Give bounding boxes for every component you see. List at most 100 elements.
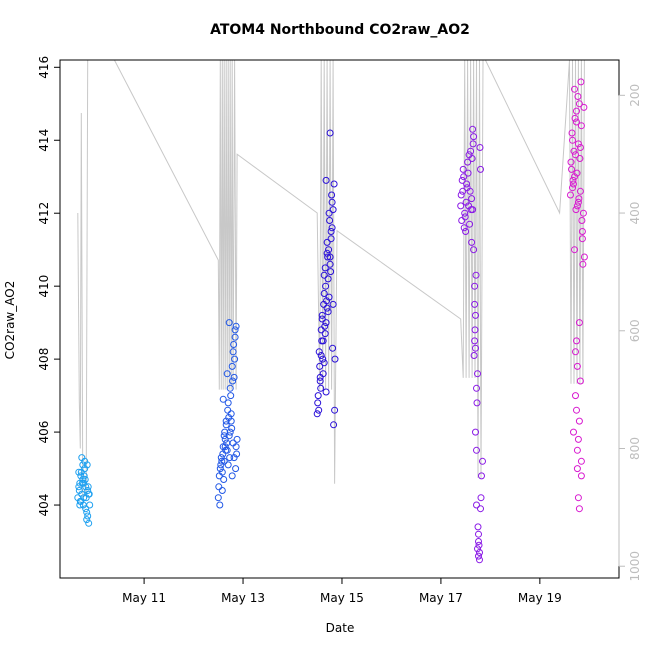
data-point (471, 300, 479, 308)
data-point (315, 348, 323, 356)
data-point (86, 501, 94, 509)
data-point (572, 151, 579, 159)
data-point (219, 395, 227, 403)
data-point (78, 454, 86, 462)
data-point (472, 428, 479, 436)
series-2 (313, 129, 339, 429)
data-point (218, 457, 226, 465)
data-point (469, 206, 477, 214)
y-tick-label: 410 (37, 275, 51, 298)
data-point (472, 311, 479, 319)
x-axis: May 11 May 13 May 15 May 17 May 19 (122, 577, 562, 605)
data-point (580, 253, 588, 261)
data-point (227, 417, 235, 425)
y-right-tick-label: 400 (628, 202, 642, 225)
data-point (459, 165, 467, 173)
series-0 (74, 454, 94, 527)
data-point (84, 512, 92, 520)
x-tick-label: May 17 (419, 591, 463, 605)
data-point (84, 487, 92, 494)
data-point (231, 355, 239, 363)
data-point (463, 180, 471, 188)
data-point (569, 176, 577, 184)
data-point (226, 428, 234, 436)
data-point (464, 158, 472, 166)
data-point (467, 147, 475, 155)
data-point (567, 158, 575, 166)
data-point (316, 362, 324, 370)
data-point (76, 479, 84, 487)
data-point (579, 209, 587, 217)
data-point (329, 206, 337, 214)
data-point (574, 435, 582, 443)
data-point (76, 501, 84, 509)
data-point (575, 100, 583, 108)
gray-trace-line (77, 60, 585, 497)
data-point (218, 487, 226, 494)
data-point (330, 421, 338, 429)
data-point (476, 144, 484, 151)
data-point (573, 118, 580, 126)
data-point (574, 198, 582, 206)
data-point (461, 209, 469, 217)
data-point (321, 264, 329, 272)
data-point (572, 392, 579, 400)
data-point (569, 136, 576, 144)
data-point (477, 505, 484, 513)
data-point (578, 235, 586, 243)
data-point (460, 173, 468, 181)
chart-title: ATOM4 Northbound CO2raw_AO2 (210, 22, 470, 38)
data-point (324, 275, 332, 283)
data-point (462, 198, 470, 206)
data-point (326, 217, 334, 224)
data-point (322, 176, 330, 184)
data-point (571, 85, 578, 93)
data-point (466, 187, 474, 195)
data-point (567, 191, 574, 199)
data-point (576, 377, 584, 385)
data-point (331, 406, 339, 414)
data-point (329, 300, 337, 308)
data-point (457, 202, 465, 210)
data-point (222, 421, 230, 429)
data-point (228, 472, 236, 480)
data-point (571, 173, 578, 181)
data-point (473, 446, 480, 454)
data-point (576, 187, 584, 195)
data-point (322, 282, 330, 290)
data-point (83, 461, 91, 469)
data-point (75, 487, 83, 494)
data-point (475, 530, 482, 538)
data-point (327, 268, 335, 276)
plot-frame (59, 59, 620, 579)
data-point (328, 224, 336, 232)
data-point (573, 337, 580, 345)
data-point (469, 140, 477, 148)
data-point (232, 322, 240, 330)
data-point (472, 344, 479, 352)
y-tick-label: 412 (37, 202, 51, 225)
data-point (568, 165, 575, 173)
data-point (571, 246, 578, 254)
data-point (75, 468, 83, 476)
y-axis-right: 200 400 600 800 1000 (618, 84, 642, 582)
data-point (468, 195, 476, 203)
data-point (318, 311, 326, 319)
data-point (328, 191, 336, 199)
data-point (458, 217, 466, 224)
data-point (230, 341, 238, 348)
y-tick-label: 416 (37, 56, 51, 79)
data-point (322, 388, 330, 396)
data-point (320, 271, 328, 279)
data-point (577, 122, 585, 130)
data-point (460, 224, 468, 232)
data-point (224, 399, 232, 407)
data-point (84, 483, 92, 491)
data-point (314, 392, 322, 400)
data-point (474, 370, 481, 378)
data-point (459, 187, 467, 195)
data-point (326, 129, 334, 137)
points-layer (74, 78, 588, 564)
data-point (474, 545, 481, 553)
